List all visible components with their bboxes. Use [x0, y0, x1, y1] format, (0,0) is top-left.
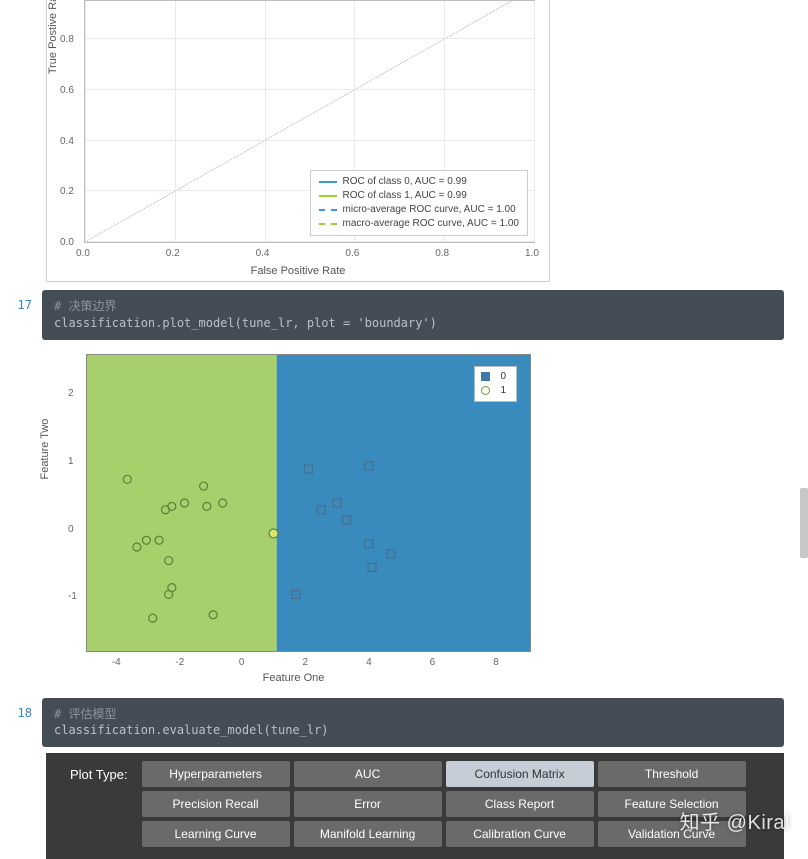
plot-type-button[interactable]: Calibration Curve — [446, 821, 594, 847]
plot-type-panel: Plot Type: HyperparametersAUCConfusion M… — [46, 753, 784, 859]
scrollbar-thumb[interactable] — [800, 488, 808, 558]
plot-type-button[interactable]: Feature Selection — [598, 791, 746, 817]
plot-type-button[interactable]: AUC — [294, 761, 442, 787]
boundary-plot-area: 01 — [86, 354, 531, 652]
plot-type-label: Plot Type: — [56, 761, 142, 851]
code-block[interactable]: # 决策边界 classification.plot_model(tune_lr… — [42, 290, 784, 340]
plot-type-button[interactable]: Hyperparameters — [142, 761, 290, 787]
code-block[interactable]: # 评估模型 classification.evaluate_model(tun… — [42, 698, 784, 748]
plot-type-button[interactable]: Class Report — [446, 791, 594, 817]
roc-xlabel: False Positive Rate — [251, 265, 346, 277]
plot-type-button[interactable]: Threshold — [598, 761, 746, 787]
boundary-svg — [86, 354, 531, 652]
boundary-legend: 01 — [474, 366, 517, 402]
roc-chart: ROC of class 0, AUC = 0.99ROC of class 1… — [46, 0, 550, 282]
cell-number: 17 — [0, 290, 42, 340]
decision-boundary-chart: 01 Feature Two Feature One -4-202468 -10… — [46, 346, 541, 690]
plot-type-button[interactable]: Validation Curve — [598, 821, 746, 847]
roc-ylabel: True Postive Rate — [47, 0, 59, 75]
boundary-xlabel: Feature One — [263, 672, 325, 684]
cell-number: 18 — [0, 698, 42, 748]
code-cell-18: 18 # 评估模型 classification.evaluate_model(… — [0, 698, 808, 748]
roc-plot-area: ROC of class 0, AUC = 0.99ROC of class 1… — [84, 0, 535, 243]
plot-type-button[interactable]: Confusion Matrix — [446, 761, 594, 787]
code-cell-17: 17 # 决策边界 classification.plot_model(tune… — [0, 290, 808, 340]
boundary-ylabel: Feature Two — [39, 418, 51, 479]
plot-type-button[interactable]: Learning Curve — [142, 821, 290, 847]
plot-type-button[interactable]: Manifold Learning — [294, 821, 442, 847]
plot-type-button[interactable]: Precision Recall — [142, 791, 290, 817]
roc-legend: ROC of class 0, AUC = 0.99ROC of class 1… — [310, 170, 528, 236]
plot-type-button[interactable]: Error — [294, 791, 442, 817]
